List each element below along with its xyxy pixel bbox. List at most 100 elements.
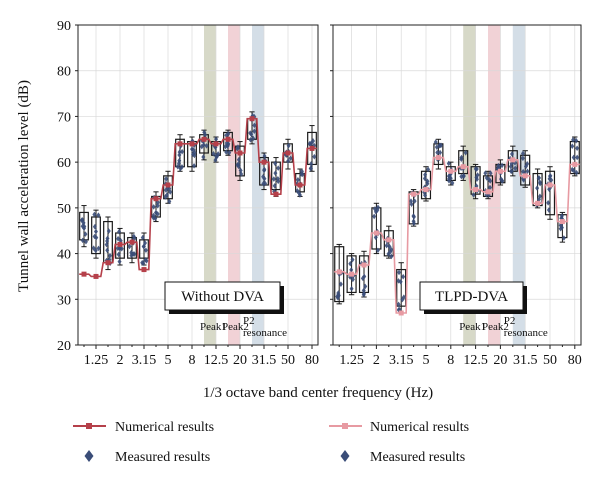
box-1.25hz — [91, 209, 101, 259]
numerical-point — [237, 150, 243, 156]
measured-point — [275, 175, 280, 182]
measured-point — [248, 130, 253, 136]
x-tick-label: 5 — [423, 353, 430, 368]
numerical-point — [373, 230, 379, 236]
peak-band-3 — [512, 25, 526, 345]
y-tick-label: 20 — [57, 339, 71, 354]
measured-point — [463, 149, 468, 156]
legend-square-numerical-left — [86, 423, 92, 429]
y-tick-label: 90 — [57, 19, 71, 34]
numerical-point — [398, 310, 404, 316]
measured-point — [262, 167, 267, 174]
measured-point — [312, 142, 317, 149]
measured-point — [570, 166, 575, 173]
measured-point — [311, 138, 316, 144]
measured-point — [571, 154, 576, 161]
numerical-point — [117, 241, 123, 247]
measured-point — [167, 198, 172, 205]
box-1.6hz — [358, 250, 370, 298]
x-tick-label: 31.5 — [252, 353, 277, 368]
measured-point — [446, 160, 451, 167]
legend-item-measured-right: Measured results — [340, 450, 465, 465]
measured-point — [475, 172, 480, 178]
measured-point — [297, 192, 302, 198]
measured-point — [495, 165, 500, 172]
x-tick-label: 2 — [117, 353, 124, 368]
measured-point — [397, 269, 402, 276]
box-body — [127, 236, 137, 259]
measured-point — [412, 198, 417, 204]
measured-point — [140, 259, 145, 266]
numerical-point — [105, 260, 111, 266]
numerical-point — [153, 196, 159, 202]
measured-point — [296, 190, 301, 196]
measured-point — [558, 225, 563, 232]
measured-point — [201, 154, 206, 160]
x-axis-label: 1/3 octave band center frequency (Hz) — [203, 385, 433, 401]
measured-point — [155, 202, 160, 209]
box-40hz — [271, 157, 281, 197]
measured-point — [276, 178, 281, 185]
measured-point — [389, 246, 394, 253]
box-body — [334, 246, 345, 303]
panel-label-box — [419, 281, 524, 311]
measured-point — [227, 149, 232, 156]
measured-point — [202, 129, 207, 136]
measured-point — [106, 228, 111, 234]
measured-point — [299, 171, 304, 177]
peak-label-1: Peak1 — [459, 321, 486, 333]
measured-point — [116, 251, 121, 258]
box-body — [396, 268, 407, 307]
measured-point — [93, 247, 98, 254]
panel-label-text: TLPD-DVA — [435, 289, 508, 305]
measured-point — [80, 223, 85, 229]
legend-square-numerical-right — [342, 423, 348, 429]
box-80hz — [569, 136, 580, 177]
measured-point — [535, 185, 540, 191]
measured-point — [176, 160, 181, 167]
measured-point — [350, 256, 355, 263]
numerical-point — [559, 219, 565, 225]
measured-point — [129, 249, 134, 256]
measured-point — [349, 285, 354, 292]
measured-point — [175, 163, 180, 170]
numerical-point — [249, 116, 255, 122]
measured-point — [575, 145, 580, 152]
numerical-point — [297, 182, 303, 188]
numerical-point — [497, 168, 503, 174]
measured-point — [180, 148, 185, 155]
measured-point — [164, 176, 169, 182]
box-5hz — [163, 170, 173, 205]
measured-point — [373, 208, 378, 215]
measured-point — [408, 198, 413, 204]
measured-point — [273, 170, 278, 176]
measured-point — [396, 278, 401, 284]
plot-frame — [332, 24, 582, 346]
box-3.15hz — [139, 232, 149, 266]
measured-point — [83, 231, 88, 237]
box-3.15hz — [396, 262, 407, 314]
measured-point — [423, 192, 428, 199]
measured-point — [437, 142, 442, 148]
measured-point — [537, 193, 542, 200]
measured-point — [80, 216, 85, 223]
measured-point — [336, 292, 341, 299]
numerical-point — [448, 168, 454, 174]
measured-point — [214, 136, 219, 142]
measured-point — [261, 173, 266, 180]
measured-point — [153, 209, 158, 216]
numerical-point — [129, 239, 135, 245]
plot-frame — [77, 24, 319, 346]
measured-point — [548, 173, 553, 179]
legend-label-numerical-right: Numerical results — [370, 420, 469, 435]
measured-point — [96, 245, 101, 252]
measured-point — [252, 122, 257, 129]
measured-point — [362, 273, 367, 280]
measured-point — [484, 175, 489, 181]
measured-point — [168, 189, 173, 195]
box-body — [520, 154, 531, 186]
box-10hz — [458, 145, 469, 181]
numerical-point — [201, 136, 207, 142]
measured-point — [396, 301, 401, 308]
